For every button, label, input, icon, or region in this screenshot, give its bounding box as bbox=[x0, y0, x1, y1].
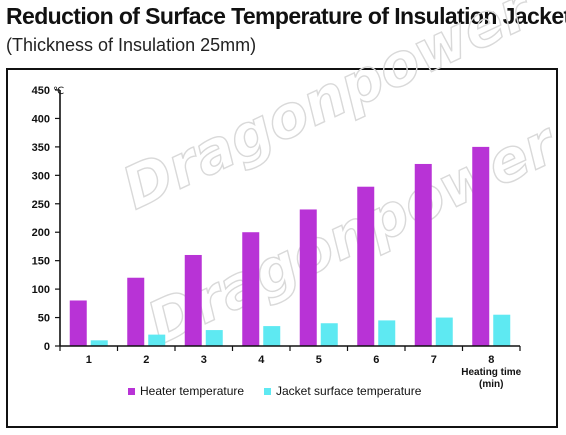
jacket-temperature-bar bbox=[148, 334, 166, 346]
jacket-temperature-bar bbox=[320, 323, 338, 346]
heater-temperature-bar bbox=[69, 300, 87, 346]
jacket-temperature-bar bbox=[435, 317, 453, 346]
heater-temperature-bar bbox=[242, 232, 260, 346]
axes-layer: 0 50 100 150 200 250 300 350 400 450 ℃ 1 2 3 4 5 6 7 8Heat… bbox=[32, 85, 522, 390]
y-tick-label: 150 bbox=[32, 256, 50, 268]
jacket-temperature-bar bbox=[378, 320, 396, 346]
legend: Heater temperature Jacket surface tempera… bbox=[128, 384, 422, 398]
y-tick-label: 250 bbox=[32, 199, 50, 211]
jacket-temperature-bar bbox=[263, 326, 281, 346]
page-subtitle: (Thickness of Insulation 25mm) bbox=[6, 35, 257, 55]
y-tick-label: 200 bbox=[32, 227, 50, 239]
y-tick-label: 350 bbox=[32, 142, 50, 154]
x-tick-label: 5 bbox=[316, 354, 322, 366]
heater-temperature-bar bbox=[127, 277, 145, 346]
y-tick-label: 300 bbox=[32, 170, 50, 182]
y-tick-label: 50 bbox=[38, 313, 50, 325]
x-tick-label: 7 bbox=[431, 354, 437, 366]
watermark-layer: Dragonpower Dragonpower bbox=[111, 0, 566, 358]
x-axis-title: (min) bbox=[479, 379, 503, 390]
legend-heater-swatch bbox=[128, 388, 135, 395]
x-tick-label: 1 bbox=[86, 354, 92, 366]
y-tick-label: 400 bbox=[32, 113, 50, 125]
heater-temperature-bar bbox=[472, 146, 490, 346]
x-tick-label: 2 bbox=[143, 354, 149, 366]
x-tick-label: 8 bbox=[488, 354, 494, 366]
y-tick-label: 450 bbox=[32, 85, 50, 97]
heater-temperature-bar bbox=[184, 254, 202, 346]
x-tick-label: 3 bbox=[201, 354, 207, 366]
x-axis-title: Heating time bbox=[461, 367, 521, 378]
y-tick-label: 0 bbox=[44, 341, 50, 353]
legend-label: Jacket surface temperature bbox=[276, 384, 422, 398]
jacket-temperature-bar bbox=[205, 330, 223, 346]
x-tick-label: 6 bbox=[373, 354, 379, 366]
heater-temperature-bar bbox=[299, 209, 317, 346]
x-tick-label: 4 bbox=[258, 354, 265, 366]
jacket-temperature-bar bbox=[90, 340, 108, 346]
bars-layer bbox=[69, 146, 511, 346]
legend-label: Heater temperature bbox=[140, 384, 244, 398]
jacket-temperature-bar bbox=[493, 314, 511, 346]
chart-frame bbox=[6, 68, 558, 428]
legend-jacket-swatch bbox=[264, 388, 271, 395]
y-unit-label: ℃ bbox=[53, 86, 64, 97]
heater-temperature-bar bbox=[357, 186, 375, 346]
page-title: Reduction of Surface Temperature of Insu… bbox=[6, 3, 566, 29]
y-tick-label: 100 bbox=[32, 284, 50, 296]
heater-temperature-bar bbox=[414, 163, 432, 346]
